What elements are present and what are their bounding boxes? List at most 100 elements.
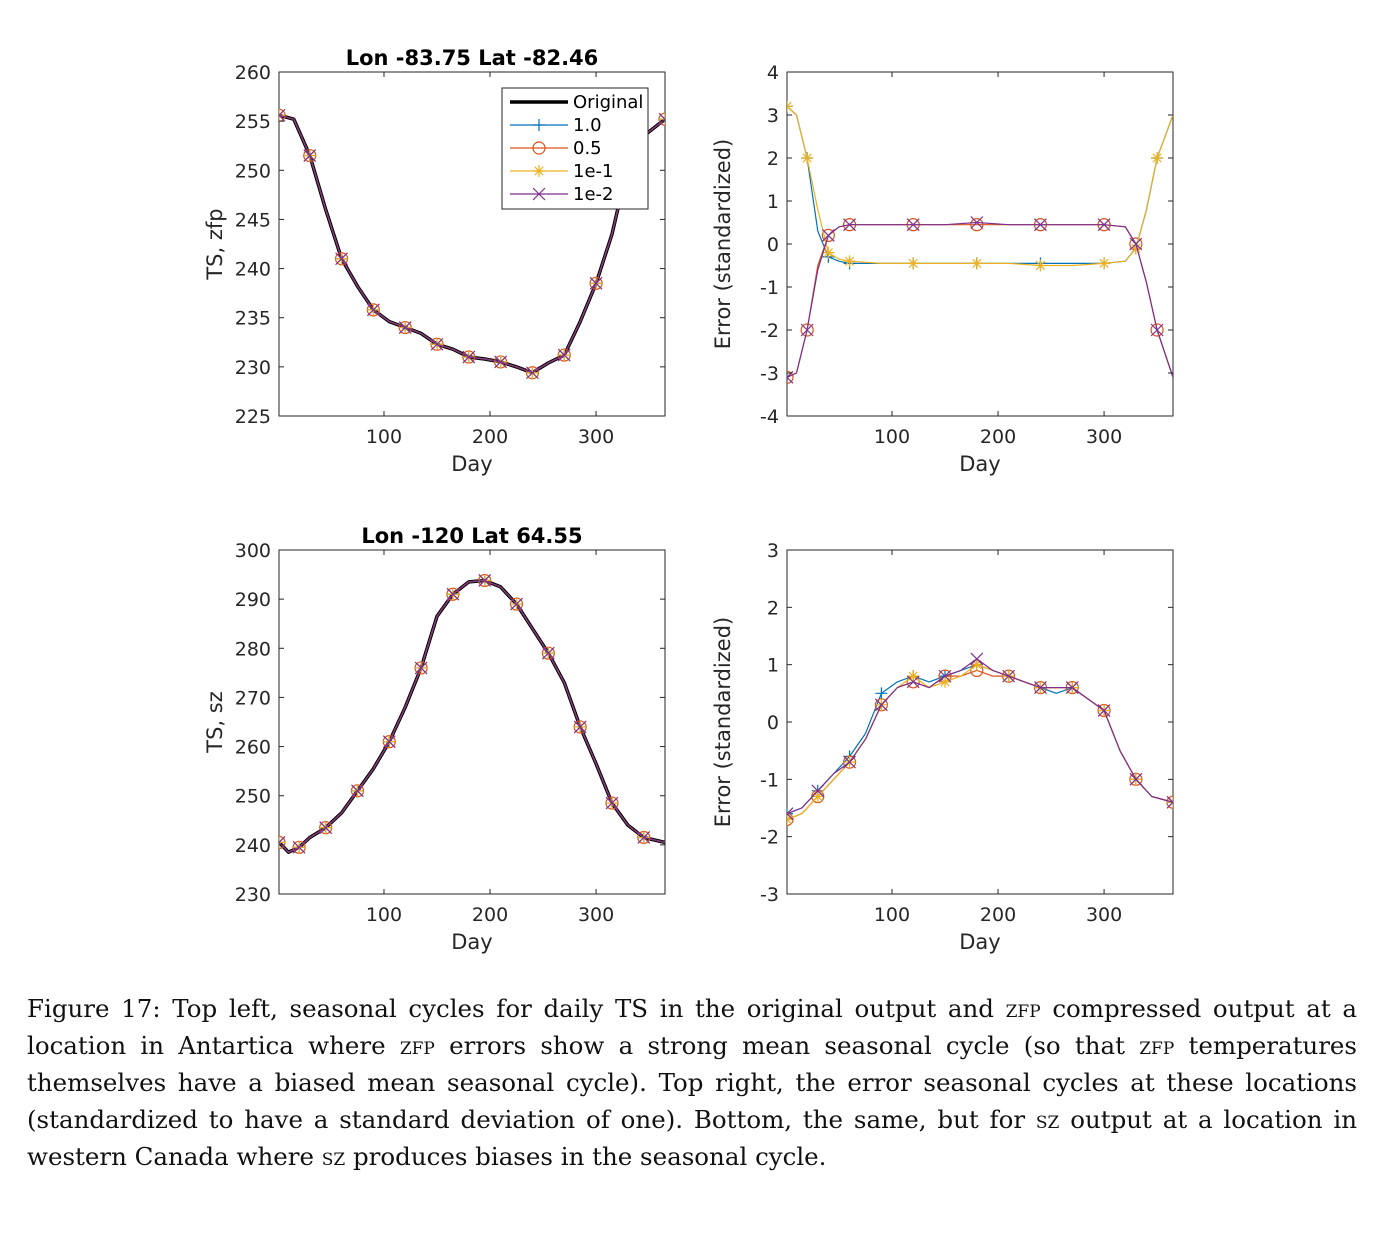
plot-area bbox=[279, 573, 665, 854]
series-marker-1e-2 bbox=[658, 112, 665, 126]
y-axis-label: TS, sz bbox=[203, 691, 227, 753]
series-marker-1e-1 bbox=[843, 255, 856, 268]
y-tick-label: 230 bbox=[235, 357, 271, 379]
panel-top-right: 100 200 300 -4 -3 -2 -1 0 1 2 3 4 Day Error (standard… bbox=[711, 62, 1174, 476]
caption-text-2: compressed output at a location in Antar… bbox=[27, 994, 1357, 1060]
series-marker-1e-2 bbox=[589, 276, 603, 290]
series-marker-1e-1 bbox=[1034, 259, 1047, 272]
series-marker-1e-1 bbox=[939, 675, 952, 688]
y-tick-label: 225 bbox=[235, 406, 271, 428]
series-marker-1e-2 bbox=[279, 108, 286, 122]
figure-svg: 100 200 300225230235240245250255260DayTS, … bbox=[203, 46, 1174, 954]
series-marker-1e-2 bbox=[526, 366, 539, 380]
x-tick-label: 300 bbox=[1086, 426, 1122, 448]
axes-frame bbox=[786, 71, 1174, 417]
y-tick-label: 250 bbox=[235, 786, 271, 808]
series-marker-1e-2 bbox=[970, 652, 984, 666]
series-marker-0.5 bbox=[1150, 323, 1164, 337]
x-tick-label: 100 bbox=[366, 904, 402, 926]
x-tick-label: 200 bbox=[980, 904, 1016, 926]
y-tick-label: -1 bbox=[760, 769, 779, 791]
y-tick-label: 2 bbox=[767, 597, 779, 619]
series-marker-1e-2 bbox=[1002, 669, 1016, 683]
series-marker-1e-2 bbox=[1097, 704, 1111, 717]
series-marker-1e-1 bbox=[787, 813, 793, 826]
series-marker-1e-2 bbox=[1034, 681, 1047, 695]
series-marker-1e-1 bbox=[970, 658, 983, 671]
caption-text-5: output at a location in western Canada w… bbox=[27, 1105, 1357, 1171]
legend-marker-1.0 bbox=[533, 119, 545, 131]
panel-bottom-right: 100 200 300 -3 -2 -1 0 1 2 3 Day Error (standardize… bbox=[711, 540, 1174, 954]
x-axis-label: Day bbox=[959, 452, 1000, 476]
series-marker-1e-2 bbox=[319, 821, 333, 835]
figure: 100 200 300 225 230 235 240 245 250 255 260 Day TS, … bbox=[203, 46, 1174, 954]
legend-marker-1e-1 bbox=[533, 165, 545, 177]
series-marker-1e-2 bbox=[906, 675, 920, 689]
series-marker-1e-1 bbox=[1151, 152, 1164, 164]
y-tick-label: 230 bbox=[235, 884, 271, 906]
caption-sz-2: sz bbox=[321, 1142, 346, 1171]
series-marker-1e-2 bbox=[292, 840, 306, 854]
legend-label-1e-1: 1e-1 bbox=[573, 161, 613, 182]
x-axis-label: Day bbox=[959, 930, 1000, 954]
legend-marker-0.5 bbox=[532, 141, 546, 155]
x-tick-label: 300 bbox=[578, 426, 614, 448]
caption-zfp-3: zfp bbox=[1139, 1031, 1175, 1060]
caption-label: Figure 17: bbox=[27, 994, 161, 1023]
y-tick-label: 4 bbox=[767, 62, 779, 84]
y-tick-label: 2 bbox=[767, 148, 779, 170]
series-marker-1.0 bbox=[875, 687, 888, 700]
legend-label-0.5: 0.5 bbox=[573, 138, 602, 159]
caption-zfp-1: zfp bbox=[1005, 994, 1041, 1023]
y-tick-label: 250 bbox=[235, 160, 271, 182]
series-marker-1e-2 bbox=[1166, 795, 1173, 809]
series-marker-1e-2 bbox=[557, 348, 571, 362]
series-marker-1e-2 bbox=[494, 355, 508, 369]
series-marker-1e-2 bbox=[800, 323, 814, 337]
y-tick-label: 1 bbox=[767, 191, 779, 213]
y-axis-label: Error (standardized) bbox=[711, 617, 735, 828]
axes-frame bbox=[786, 549, 1174, 895]
y-tick-label: 235 bbox=[235, 308, 271, 330]
panel-title: Lon -120 Lat 64.55 bbox=[361, 524, 582, 548]
legend-label-Original: Original bbox=[573, 92, 643, 113]
series-marker-1e-2 bbox=[366, 303, 380, 317]
x-axis-label: Day bbox=[451, 930, 492, 954]
x-tick-label: 300 bbox=[578, 904, 614, 926]
legend-label-1e-2: 1e-2 bbox=[573, 184, 613, 205]
series-marker-1e-2 bbox=[821, 228, 835, 242]
y-tick-label: 0 bbox=[767, 234, 779, 256]
y-axis-label: Error (standardized) bbox=[711, 139, 735, 350]
series-marker-1e-2 bbox=[811, 784, 825, 798]
series-marker-1.0 bbox=[787, 807, 793, 820]
y-tick-label: 3 bbox=[767, 105, 779, 127]
caption-text-1: Top left, seasonal cycles for daily TS i… bbox=[172, 994, 1006, 1023]
y-tick-label: -4 bbox=[760, 406, 779, 428]
series-marker-1e-1 bbox=[907, 670, 920, 683]
x-tick-label: 200 bbox=[472, 426, 508, 448]
series-marker-1e-1 bbox=[1129, 242, 1142, 255]
x-tick-label: 200 bbox=[472, 904, 508, 926]
series-marker-1e-2 bbox=[637, 831, 651, 844]
series-marker-1e-2 bbox=[541, 646, 555, 660]
x-tick-label: 100 bbox=[874, 426, 910, 448]
y-tick-label: 270 bbox=[235, 687, 271, 709]
series-marker-1e-1 bbox=[787, 100, 793, 113]
series-marker-1e-1 bbox=[801, 152, 814, 164]
series-marker-1e-2 bbox=[303, 149, 317, 162]
y-tick-label: 3 bbox=[767, 540, 779, 562]
legend-label-1.0: 1.0 bbox=[573, 115, 602, 136]
plot-area bbox=[787, 652, 1173, 827]
y-tick-label: 1 bbox=[767, 655, 779, 677]
panel-title: Lon -83.75 Lat -82.46 bbox=[346, 46, 599, 70]
caption-sz-1: sz bbox=[1035, 1105, 1060, 1134]
series-marker-1e-1 bbox=[822, 246, 835, 259]
y-tick-label: 300 bbox=[235, 540, 271, 562]
y-tick-label: 255 bbox=[235, 111, 271, 133]
y-tick-label: -2 bbox=[760, 827, 779, 849]
x-tick-label: 200 bbox=[980, 426, 1016, 448]
series-marker-1e-2 bbox=[430, 337, 444, 351]
series-marker-1e-2 bbox=[938, 669, 952, 683]
y-tick-label: 240 bbox=[235, 835, 271, 857]
